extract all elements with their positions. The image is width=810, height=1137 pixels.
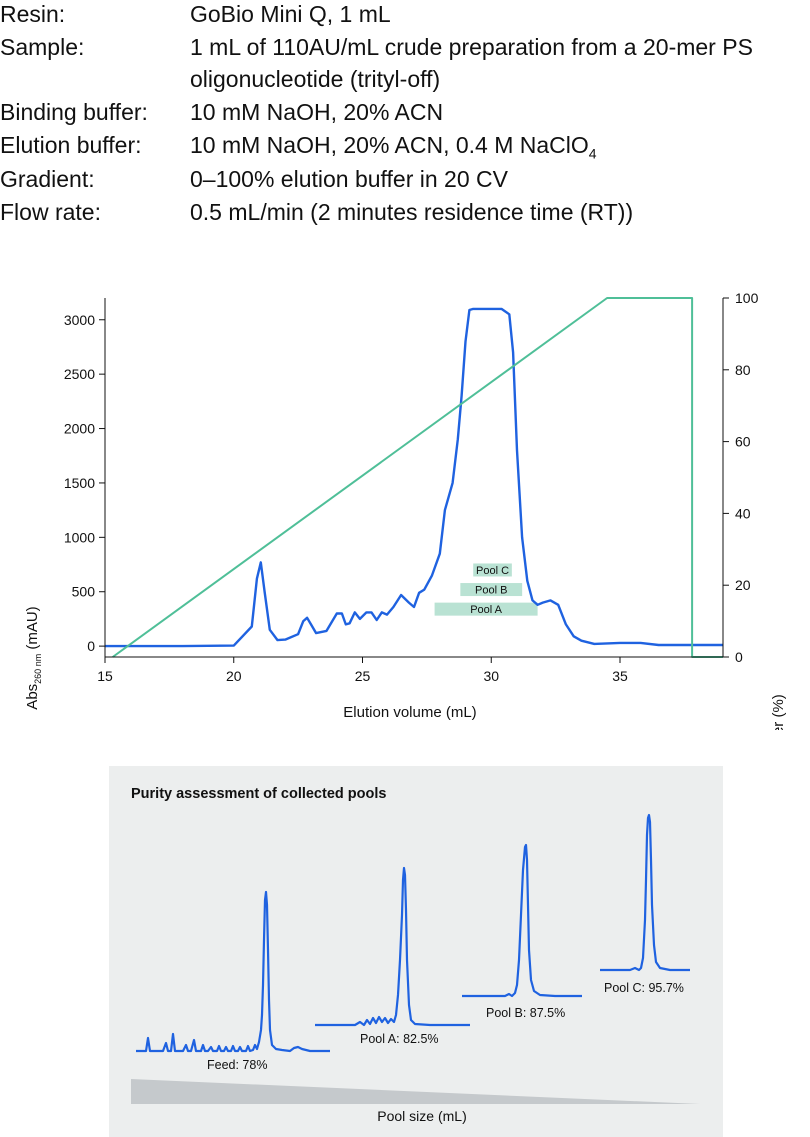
y-axis-title-unit: (mAU) xyxy=(24,606,41,654)
pool-markers: Pool C Pool B Pool A xyxy=(434,563,538,616)
x-tick-label: 30 xyxy=(483,668,499,684)
y2-axis-title: Elution buffer (%) xyxy=(770,694,787,730)
trace-pool-a-label: Pool A: 82.5% xyxy=(360,1032,439,1046)
y-tick-label: 3000 xyxy=(64,312,95,328)
y2-tick-label: 80 xyxy=(735,362,751,378)
param-label: Gradient: xyxy=(0,166,95,192)
param-label: Resin: xyxy=(0,1,66,27)
param-value: 1 mL of 110AU/mL crude preparation from … xyxy=(190,34,753,60)
param-value: GoBio Mini Q, 1 mL xyxy=(190,1,391,27)
x-tick-label: 25 xyxy=(355,668,371,684)
pool-label: Pool A xyxy=(470,604,502,616)
y-tick-label: 1500 xyxy=(64,475,95,491)
trace-feed-label: Feed: 78% xyxy=(207,1058,267,1072)
param-value-text: 10 mM NaOH, 20% ACN, 0.4 M NaClO xyxy=(190,132,589,158)
purity-panel-title: Purity assessment of collected pools xyxy=(131,786,387,802)
trace-pool-c-line xyxy=(600,813,690,972)
trace-feed-line xyxy=(136,890,330,1053)
pool-size-wedge xyxy=(131,1079,700,1104)
y2-tick-label: 100 xyxy=(735,290,759,306)
pool-bar xyxy=(473,563,512,577)
y-axis-title-subscript: 260 nm xyxy=(33,654,43,684)
chart-axes: 15 20 25 30 35 0 500 1000 1500 2000 2500 3000 0 20 40 6… xyxy=(64,290,759,684)
trace-pool-b: Pool B: 87.5% xyxy=(462,843,582,1020)
purity-panel xyxy=(109,766,723,1137)
y2-tick-label: 0 xyxy=(735,649,743,665)
pool-size-axis-label: Pool size (mL) xyxy=(377,1108,466,1124)
y2-tick-label: 60 xyxy=(735,434,751,450)
param-label: Binding buffer: xyxy=(0,99,148,125)
y-tick-label: 2000 xyxy=(64,421,95,437)
y2-tick-label: 20 xyxy=(735,577,751,593)
x-axis-title: Elution volume (mL) xyxy=(343,704,476,721)
param-value: 0–100% elution buffer in 20 CV xyxy=(190,166,508,192)
param-label: Flow rate: xyxy=(0,199,101,225)
trace-pool-a-line xyxy=(315,866,470,1027)
param-value: 10 mM NaOH, 20% ACN xyxy=(190,99,444,125)
y-axis-title-main: Abs xyxy=(24,684,41,710)
pool-bar xyxy=(460,583,523,597)
y-tick-label: 500 xyxy=(72,584,96,600)
y2-tick-label: 40 xyxy=(735,505,751,521)
trace-pool-b-line xyxy=(462,843,582,998)
trace-pool-c-label: Pool C: 95.7% xyxy=(604,981,684,995)
param-value: 10 mM NaOH, 20% ACN, 0.4 M NaClO4 xyxy=(190,128,597,171)
trace-pool-b-label: Pool B: 87.5% xyxy=(486,1006,565,1020)
param-value: 0.5 mL/min (2 minutes residence time (RT… xyxy=(190,199,634,225)
param-value-continued: oligonucleotide (trityl-off) xyxy=(190,66,441,92)
trace-pool-a: Pool A: 82.5% xyxy=(315,866,470,1046)
y-tick-label: 0 xyxy=(87,638,95,654)
absorbance-line xyxy=(105,307,723,648)
x-tick-label: 20 xyxy=(226,668,242,684)
trace-feed: Feed: 78% xyxy=(136,890,330,1072)
x-tick-label: 35 xyxy=(612,668,628,684)
y-axis-title: Abs260 nm (mAU) xyxy=(24,606,43,709)
y-tick-label: 1000 xyxy=(64,529,95,545)
pool-label: Pool B xyxy=(475,585,507,597)
param-label: Sample: xyxy=(0,34,85,60)
pool-bar xyxy=(434,602,538,616)
pool-label: Pool C xyxy=(476,565,509,577)
x-tick-label: 15 xyxy=(97,668,113,684)
param-label: Elution buffer: xyxy=(0,132,142,158)
y-tick-label: 2500 xyxy=(64,366,95,382)
param-value-subscript: 4 xyxy=(588,145,597,162)
trace-pool-c: Pool C: 95.7% xyxy=(600,813,690,995)
